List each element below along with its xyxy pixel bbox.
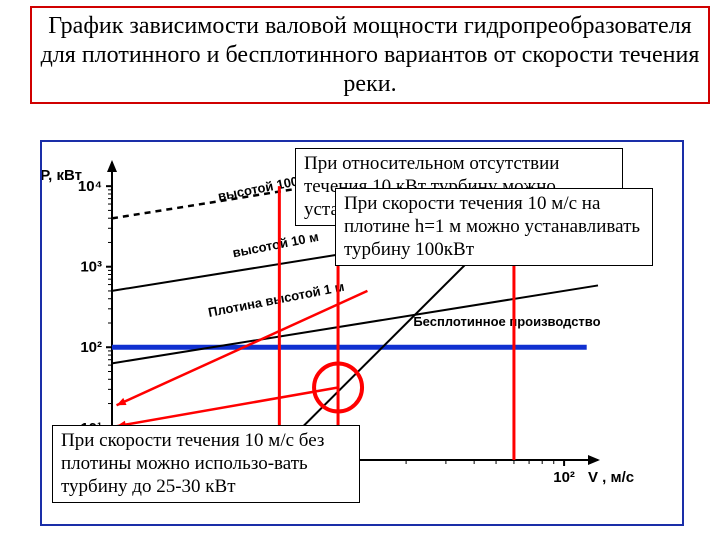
callout-damless: При скорости течения 10 м/с без плотины … (52, 425, 360, 503)
svg-text:Р, кВт: Р, кВт (42, 167, 82, 184)
page-title: График зависимости валовой мощности гидр… (40, 12, 700, 98)
callout-text: При скорости течения 10 м/с на плотине h… (344, 193, 640, 260)
svg-text:10²: 10² (553, 469, 575, 486)
title-box: График зависимости валовой мощности гидр… (30, 6, 710, 104)
svg-text:V , м/с: V , м/с (588, 469, 634, 486)
svg-text:Бесплотинное производство: Бесплотинное производство (413, 314, 600, 329)
svg-text:10³: 10³ (80, 259, 102, 276)
callout-dam-1m: При скорости течения 10 м/с на плотине h… (335, 188, 653, 266)
callout-text: При скорости течения 10 м/с без плотины … (61, 430, 324, 497)
svg-text:10²: 10² (80, 339, 102, 356)
